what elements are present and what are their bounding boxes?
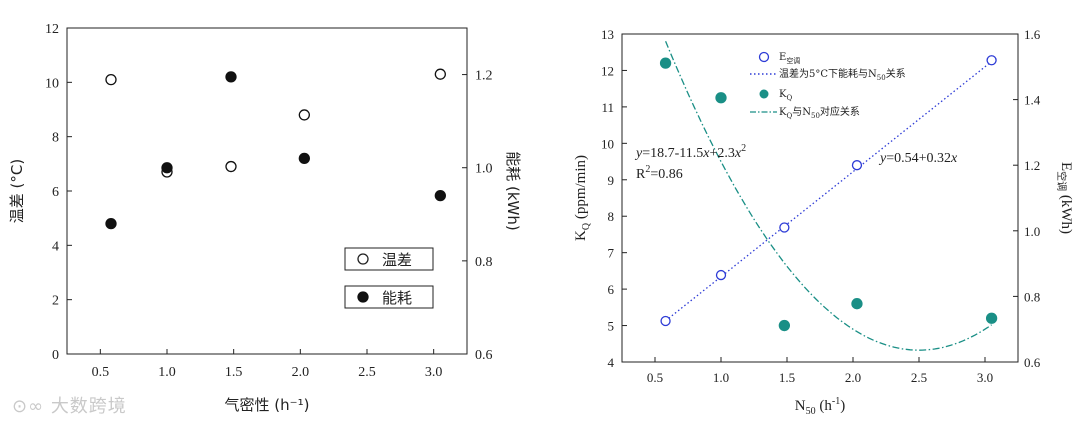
right-x-tick-label: 1.5 (779, 370, 795, 385)
right-y-axis-title: KQ (ppm/min) (573, 155, 592, 241)
left-y-tick-label: 10 (45, 76, 59, 91)
left-right-axis-title: 能耗 (kWh) (504, 151, 522, 231)
energy-point (298, 152, 310, 165)
right-right-ticks: 0.6 0.8 1.0 1.2 1.4 1.6 (1013, 27, 1041, 370)
temp-diff-point (434, 68, 446, 80)
right-y-tick-label: 13 (601, 27, 614, 42)
left-y-tick-label: 4 (52, 239, 59, 254)
left-x-tick-label: 2.0 (292, 365, 310, 380)
legend-open-circle-icon (357, 253, 369, 265)
right-right-tick-label: 1.0 (1024, 224, 1040, 239)
left-right-tick-label: 1.0 (475, 162, 493, 177)
right-x-tick-label: 0.5 (647, 370, 663, 385)
kq-point (778, 319, 791, 332)
r2-label: R2=0.86 (636, 164, 683, 182)
legend-box-nenghao (344, 285, 434, 309)
legend-box-wendiff (344, 247, 434, 271)
kq-point (715, 92, 727, 104)
legend-label-wendiff: 温差 (382, 251, 412, 269)
legend-filled-circle-icon (357, 291, 369, 303)
left-x-ticks: 0.5 1.0 1.5 2.0 2.5 3.0 (92, 349, 443, 380)
watermark: ⊙∞ 大数跨境 (12, 392, 127, 418)
right-right-axis-title: E空调 (kWh) (1055, 162, 1074, 234)
linear-equation: y=0.54+0.32x (878, 151, 958, 166)
left-y-tick-label: 2 (52, 294, 59, 309)
right-points (659, 55, 998, 332)
left-right-tick-label: 0.6 (475, 348, 493, 363)
kq-point (985, 312, 998, 324)
left-right-tick-label: 1.2 (475, 69, 493, 84)
right-plot-frame (621, 33, 1019, 363)
right-right-tick-label: 0.6 (1024, 355, 1041, 370)
right-x-tick-label: 3.0 (977, 370, 993, 385)
right-x-tick-label: 2.5 (911, 370, 927, 385)
right-x-tick-label: 2.0 (845, 370, 861, 385)
right-y-tick-label: 10 (601, 136, 614, 151)
temp-diff-point (105, 73, 117, 86)
left-y-ticks: 0 2 4 6 8 10 12 (45, 22, 72, 363)
legend-label-e: E空调 (779, 52, 800, 65)
watermark-logo-icon: ⊙∞ (12, 396, 51, 417)
left-y-tick-label: 6 (52, 185, 59, 200)
right-y-tick-label: 5 (608, 319, 615, 334)
right-y-tick-label: 9 (608, 173, 615, 188)
right-right-tick-label: 1.2 (1024, 158, 1040, 173)
left-x-axis-title: 气密性 (h⁻¹) (225, 396, 310, 414)
kq-point (659, 57, 672, 69)
poly-equation: y=18.7-11.5x+2.3x2 (634, 143, 746, 161)
left-legend: 温差 能耗 (344, 247, 434, 309)
left-chart: 0.5 1.0 1.5 2.0 2.5 3.0 0 2 4 6 8 10 12 0.6 0.8 1.0 1.… (8, 22, 522, 414)
right-x-tick-label: 1.0 (713, 370, 729, 385)
legend-filled-circle-teal-icon (759, 89, 769, 99)
kq-fit-curve (664, 40, 992, 351)
right-legend: E空调 温差为5°C下能耗与N50关系 KQ KQ与N50对应关系 (750, 51, 906, 120)
watermark-text: 大数跨境 (50, 396, 127, 417)
temp-diff-point (298, 109, 310, 121)
kq-point (851, 298, 863, 310)
left-x-tick-label: 2.5 (358, 365, 376, 380)
legend-open-circle-blue-icon (758, 51, 770, 63)
legend-label-nenghao: 能耗 (382, 289, 412, 307)
right-chart: 0.5 1.0 1.5 2.0 2.5 3.0 4 5 6 7 8 9 10 11 12 13 0.6 0.8… (573, 27, 1074, 417)
e-aircon-point (851, 160, 863, 171)
right-y-tick-label: 7 (608, 246, 615, 261)
e-aircon-point (779, 222, 790, 233)
right-y-tick-label: 8 (608, 209, 615, 224)
right-y-ticks: 4 5 6 7 8 9 10 11 12 13 (601, 27, 627, 370)
left-y-tick-label: 0 (52, 348, 59, 363)
right-y-tick-label: 11 (601, 100, 614, 115)
energy-point (161, 162, 173, 174)
legend-label-kq-fit: KQ与N50对应关系 (779, 105, 860, 120)
right-right-tick-label: 1.6 (1024, 27, 1041, 42)
left-x-tick-label: 3.0 (425, 365, 443, 380)
right-right-tick-label: 1.4 (1024, 93, 1041, 108)
e-aircon-point (660, 315, 671, 327)
e-aircon-point (986, 55, 997, 66)
left-y-tick-label: 12 (45, 22, 59, 37)
energy-fit-line (665, 61, 992, 322)
left-y-tick-label: 8 (52, 131, 59, 146)
energy-point (225, 71, 237, 83)
left-x-tick-label: 1.0 (158, 365, 176, 380)
right-y-tick-label: 12 (601, 63, 614, 78)
right-right-tick-label: 0.8 (1024, 289, 1040, 304)
left-y-axis-title: 温差 (°C) (8, 159, 26, 223)
right-y-tick-label: 4 (608, 355, 615, 370)
right-x-ticks: 0.5 1.0 1.5 2.0 2.5 3.0 (647, 357, 993, 385)
legend-label-kq: KQ (779, 89, 792, 102)
energy-point (105, 217, 117, 230)
left-right-tick-label: 0.8 (475, 255, 493, 270)
right-y-tick-label: 6 (608, 282, 615, 297)
left-right-ticks: 0.6 0.8 1.0 1.2 (462, 69, 493, 363)
left-points (105, 68, 446, 230)
right-fit-lines (664, 40, 992, 351)
temp-diff-point (225, 160, 237, 173)
left-x-tick-label: 0.5 (92, 365, 110, 380)
e-aircon-point (715, 269, 727, 281)
energy-point (434, 190, 446, 202)
legend-label-e-fit: 温差为5°C下能耗与N50关系 (779, 67, 906, 82)
right-x-axis-title: N50 (h-1) (795, 396, 845, 417)
left-x-tick-label: 1.5 (225, 365, 243, 380)
